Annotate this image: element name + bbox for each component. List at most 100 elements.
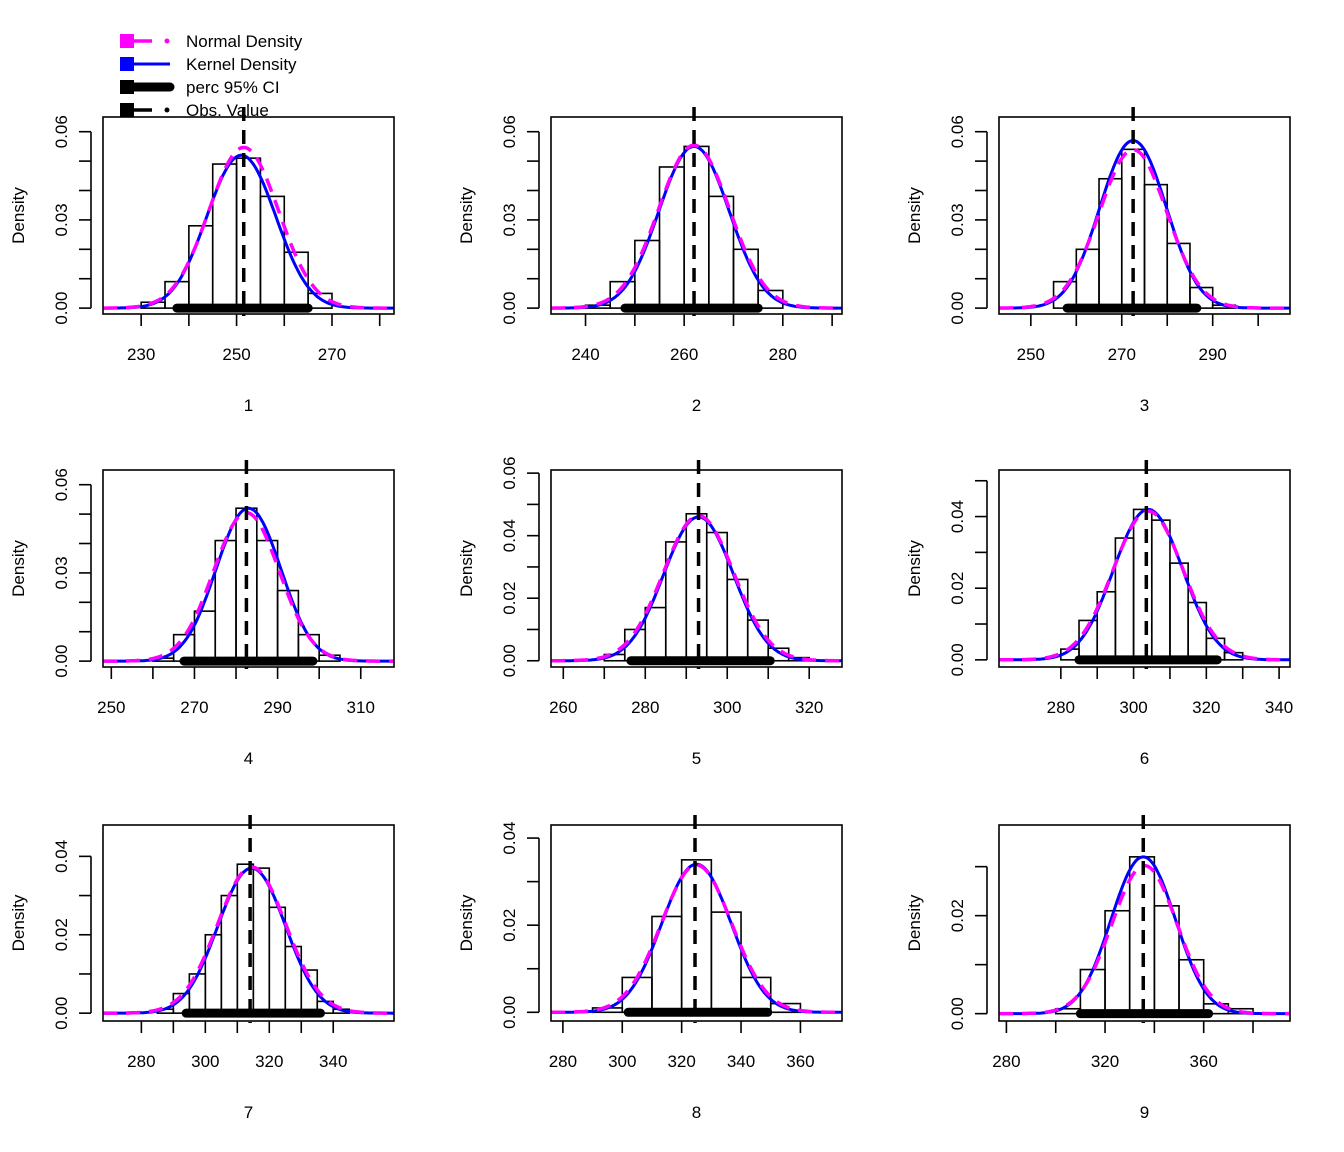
histogram-bar xyxy=(235,157,262,309)
y-axis-label: Density xyxy=(9,894,28,951)
x-tick-label: 300 xyxy=(713,698,741,717)
x-axis-label: 5 xyxy=(692,749,701,768)
x-axis-label: 4 xyxy=(244,749,253,768)
y-tick-label: 0.00 xyxy=(948,643,967,676)
normal-density-line xyxy=(551,863,842,1015)
y-tick-label: 0.00 xyxy=(52,292,71,325)
y-tick-label: 0.00 xyxy=(948,292,967,325)
panel-6: 280 300 320 340 6 0.00 0.02 0.04 Density xyxy=(905,460,1293,768)
kernel-density-line xyxy=(103,153,394,310)
normal-density-line xyxy=(103,510,394,663)
x-tick-label: 320 xyxy=(795,698,823,717)
x-tick-label: 290 xyxy=(263,698,291,717)
legend-swatch xyxy=(120,34,134,48)
y-axis-label: Density xyxy=(9,540,28,597)
panel-3: 250 270 290 3 0.00 0.03 0.06 Density xyxy=(905,107,1291,415)
y-tick-label: 0.02 xyxy=(500,582,519,615)
legend-dot xyxy=(164,38,170,44)
legend-item: Obs. Value xyxy=(120,101,269,120)
x-tick-label: 270 xyxy=(180,698,208,717)
y-axis-label: Density xyxy=(905,187,924,244)
x-axis-label: 9 xyxy=(1140,1103,1149,1122)
normal-density-line xyxy=(999,509,1290,662)
normal-density-line xyxy=(551,513,842,663)
histogram-bar xyxy=(1075,248,1100,309)
panel-9: 280 320 360 9 0.00 0.02 Density xyxy=(905,815,1291,1122)
plot-area xyxy=(103,506,394,666)
x-tick-label: 340 xyxy=(727,1052,755,1071)
legend: Normal Density Kernel Density perc 95% CI O… xyxy=(120,32,303,120)
x-tick-label: 360 xyxy=(786,1052,814,1071)
y-tick-label: 0.00 xyxy=(52,997,71,1030)
plot-area xyxy=(551,859,842,1017)
x-tick-label: 280 xyxy=(631,698,659,717)
histogram-bar xyxy=(685,512,708,662)
x-tick-label: 310 xyxy=(347,698,375,717)
panel-7: 280 300 320 340 7 0.00 0.02 0.04 Density xyxy=(9,815,395,1122)
x-tick-label: 250 xyxy=(1017,345,1045,364)
y-tick-label: 0.02 xyxy=(500,909,519,942)
y-tick-label: 0.02 xyxy=(948,899,967,932)
histogram-bar xyxy=(769,1002,802,1014)
plot-area xyxy=(551,512,842,666)
legend-swatch xyxy=(120,103,134,117)
histogram-bar xyxy=(188,224,214,309)
kernel-density-line xyxy=(551,144,842,310)
y-tick-label: 0.03 xyxy=(52,203,71,236)
plot-frame xyxy=(998,116,1291,315)
x-tick-label: 320 xyxy=(667,1052,695,1071)
y-tick-label: 0.03 xyxy=(500,203,519,236)
y-tick-label: 0.02 xyxy=(52,918,71,951)
x-tick-label: 280 xyxy=(127,1052,155,1071)
histogram-bar xyxy=(1187,601,1208,661)
histogram-bar xyxy=(1166,242,1191,309)
plot-frame xyxy=(102,469,395,668)
x-tick-label: 280 xyxy=(1047,698,1075,717)
plot-frame xyxy=(998,824,1291,1022)
plot-frame xyxy=(102,116,395,315)
histogram-bar xyxy=(1132,508,1153,661)
kernel-density-line xyxy=(103,506,394,663)
legend-item: perc 95% CI xyxy=(120,78,280,97)
y-tick-label: 0.06 xyxy=(52,115,71,148)
plot-area xyxy=(999,138,1290,313)
x-tick-label: 250 xyxy=(222,345,250,364)
plot-area xyxy=(103,145,394,313)
y-tick-label: 0.00 xyxy=(52,645,71,678)
histogram-bar xyxy=(726,578,749,662)
x-axis-label: 2 xyxy=(692,396,701,415)
y-tick-label: 0.04 xyxy=(500,519,519,552)
histogram-bar xyxy=(252,867,271,1014)
plot-frame xyxy=(550,824,843,1022)
histogram-bar xyxy=(651,915,683,1014)
x-tick-label: 320 xyxy=(255,1052,283,1071)
x-tick-label: 360 xyxy=(1189,1052,1217,1071)
x-tick-label: 260 xyxy=(549,698,577,717)
x-tick-label: 340 xyxy=(319,1052,347,1071)
histogram-bar xyxy=(683,145,710,309)
y-tick-label: 0.00 xyxy=(948,997,967,1030)
x-tick-label: 280 xyxy=(769,345,797,364)
legend-item: Normal Density xyxy=(120,32,303,51)
y-tick-label: 0.04 xyxy=(948,500,967,533)
legend-label: perc 95% CI xyxy=(186,78,280,97)
kernel-density-line xyxy=(999,507,1290,662)
y-tick-label: 0.06 xyxy=(948,115,967,148)
histogram-bar xyxy=(710,911,742,1014)
y-tick-label: 0.02 xyxy=(948,572,967,605)
normal-density-line xyxy=(103,145,394,310)
y-tick-label: 0.03 xyxy=(52,556,71,589)
x-tick-label: 300 xyxy=(1119,698,1147,717)
plot-frame xyxy=(550,116,843,315)
x-tick-label: 340 xyxy=(1265,698,1293,717)
histogram-bar xyxy=(644,606,667,662)
panel-1: 230 250 270 1 0.00 0.03 0.06 Density xyxy=(9,107,395,415)
x-axis-label: 1 xyxy=(244,396,253,415)
y-axis-label: Density xyxy=(905,540,924,597)
y-tick-label: 0.00 xyxy=(500,996,519,1029)
histogram-bar xyxy=(276,589,300,662)
normal-density-line xyxy=(999,147,1290,310)
x-tick-label: 280 xyxy=(549,1052,577,1071)
legend-dot xyxy=(164,107,170,113)
x-tick-label: 260 xyxy=(670,345,698,364)
